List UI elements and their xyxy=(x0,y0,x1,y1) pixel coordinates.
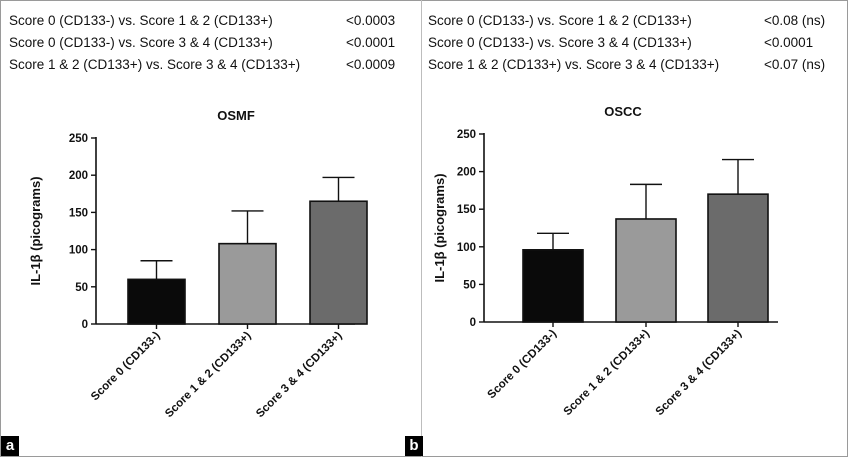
category-label: Score 3 & 4 (CD133+) xyxy=(654,328,745,419)
stats-row: Score 1 & 2 (CD133+) vs. Score 3 & 4 (CD… xyxy=(9,54,419,76)
y-axis-label: IL-1β (picograms) xyxy=(432,173,447,282)
p-value: <0.0009 xyxy=(346,57,396,72)
y-tick-label: 100 xyxy=(69,245,88,257)
comparison-text: Score 0 (CD133-) vs. Score 3 & 4 (CD133+… xyxy=(428,35,692,50)
stats-row: Score 0 (CD133-) vs. Score 3 & 4 (CD133+… xyxy=(428,32,843,54)
y-tick-label: 50 xyxy=(463,279,476,291)
y-tick-label: 200 xyxy=(69,170,88,182)
p-value: <0.0001 xyxy=(346,35,396,50)
y-tick-label: 0 xyxy=(82,319,88,331)
y-tick-label: 150 xyxy=(69,207,88,219)
p-value: <0.0001 xyxy=(764,35,814,50)
comparison-text: Score 0 (CD133-) vs. Score 1 & 2 (CD133+… xyxy=(9,13,273,28)
category-label: Score 0 (CD133-) xyxy=(89,330,163,404)
bar xyxy=(615,218,677,323)
p-value: <0.0003 xyxy=(346,13,396,28)
y-tick-label: 250 xyxy=(69,133,88,145)
category-label: Score 1 & 2 (CD133+) xyxy=(562,328,653,419)
stats-row: Score 1 & 2 (CD133+) vs. Score 3 & 4 (CD… xyxy=(428,54,843,76)
bar xyxy=(707,193,769,323)
bar xyxy=(218,242,277,325)
stats-table-a: Score 0 (CD133-) vs. Score 1 & 2 (CD133+… xyxy=(9,10,419,76)
category-label: Score 0 (CD133-) xyxy=(486,328,560,402)
bar xyxy=(309,200,368,325)
p-value: <0.07 (ns) xyxy=(764,57,826,72)
panel-divider xyxy=(421,0,422,457)
comparison-text: Score 0 (CD133-) vs. Score 1 & 2 (CD133+… xyxy=(428,13,692,28)
y-tick-label: 200 xyxy=(457,167,476,179)
comparison-text: Score 1 & 2 (CD133+) vs. Score 3 & 4 (CD… xyxy=(9,57,301,72)
category-label: Score 3 & 4 (CD133+) xyxy=(254,330,345,421)
y-tick-label: 150 xyxy=(457,204,476,216)
chart-title: OSMF xyxy=(217,108,255,123)
y-tick-label: 50 xyxy=(75,282,88,294)
y-tick-label: 100 xyxy=(457,242,476,254)
category-label: Score 1 & 2 (CD133+) xyxy=(163,330,254,421)
bar xyxy=(522,249,584,323)
comparison-text: Score 0 (CD133-) vs. Score 3 & 4 (CD133+… xyxy=(9,35,273,50)
stats-row: Score 0 (CD133-) vs. Score 3 & 4 (CD133+… xyxy=(9,32,419,54)
panel-label-a: a xyxy=(1,436,19,456)
chart-title: OSCC xyxy=(604,104,642,119)
stats-row: Score 0 (CD133-) vs. Score 1 & 2 (CD133+… xyxy=(9,10,419,32)
stats-table-b: Score 0 (CD133-) vs. Score 1 & 2 (CD133+… xyxy=(428,10,843,76)
stats-row: Score 0 (CD133-) vs. Score 1 & 2 (CD133+… xyxy=(428,10,843,32)
panel-label-b: b xyxy=(405,436,423,456)
comparison-text: Score 1 & 2 (CD133+) vs. Score 3 & 4 (CD… xyxy=(428,57,720,72)
y-tick-label: 0 xyxy=(470,317,476,329)
y-tick-label: 250 xyxy=(457,129,476,141)
y-axis-label: IL-1β (picograms) xyxy=(28,176,43,285)
p-value: <0.08 (ns) xyxy=(764,13,826,28)
bar xyxy=(127,278,186,325)
